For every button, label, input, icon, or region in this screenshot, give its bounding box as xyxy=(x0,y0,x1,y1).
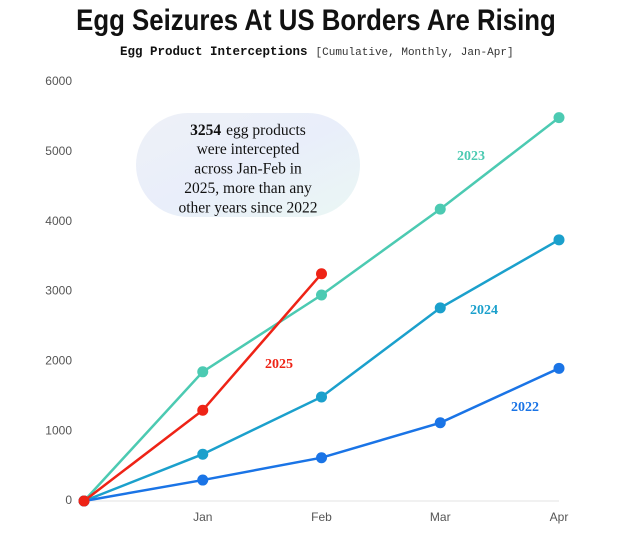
annotation-line: were intercepted xyxy=(197,141,300,158)
subtitle-rest: [Cumulative, Monthly, Jan-Apr] xyxy=(316,47,514,59)
data-point xyxy=(434,417,446,429)
data-point xyxy=(197,404,209,416)
data-point xyxy=(553,112,565,124)
y-tick-label: 2000 xyxy=(45,354,72,368)
y-tick-label: 1000 xyxy=(45,423,72,437)
data-point xyxy=(434,203,446,215)
x-tick-label: Apr xyxy=(550,510,569,524)
y-tick-label: 5000 xyxy=(45,144,72,158)
chart-subtitle: Egg Product Interceptions [Cumulative, Mo… xyxy=(120,45,514,59)
x-tick-label: Mar xyxy=(430,510,451,524)
annotation-line: 2025, more than any xyxy=(184,180,312,197)
series-label: 2024 xyxy=(470,303,498,318)
series-line xyxy=(83,367,560,503)
data-point xyxy=(197,448,209,460)
data-point xyxy=(316,268,327,280)
data-point xyxy=(197,366,209,378)
data-point xyxy=(78,495,90,507)
annotation: 3254 egg products were intercepted across J… xyxy=(178,122,317,217)
y-tick-label: 6000 xyxy=(45,74,72,88)
y-tick-label: 0 xyxy=(65,493,72,507)
y-tick-label: 3000 xyxy=(45,284,72,298)
chart-title: Egg Seizures At US Borders Are Rising xyxy=(76,3,556,36)
subtitle-bold: Egg Product Interceptions xyxy=(120,45,308,59)
data-point xyxy=(434,302,446,314)
series-label: 2022 xyxy=(511,400,539,415)
x-tick-label: Feb xyxy=(311,510,332,524)
y-tick-label: 4000 xyxy=(45,214,72,228)
x-tick-label: Jan xyxy=(193,510,212,524)
data-point xyxy=(316,452,327,464)
annotation-bold: 3254 xyxy=(190,122,221,139)
annotation-line: 3254 egg products xyxy=(190,122,306,139)
data-point xyxy=(553,362,565,374)
annotation-text: egg products xyxy=(226,122,306,139)
data-point xyxy=(197,474,209,486)
annotation-line: across Jan-Feb in xyxy=(194,161,302,178)
data-point xyxy=(316,289,327,301)
series-label: 2025 xyxy=(265,357,293,372)
data-point xyxy=(553,234,565,246)
series-line xyxy=(83,272,323,502)
series-label: 2023 xyxy=(457,149,485,164)
data-point xyxy=(316,391,327,403)
annotation-line: other years since 2022 xyxy=(178,200,317,217)
annotation-bubble xyxy=(136,113,360,217)
